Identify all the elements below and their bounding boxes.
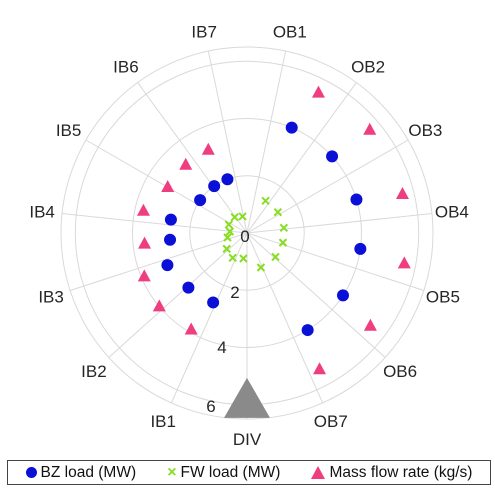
grid-spoke-8 <box>207 50 248 234</box>
series-1-point-4 <box>273 207 283 217</box>
series-2-point-13 <box>184 322 198 335</box>
grid-spoke-4 <box>246 213 433 234</box>
series-2-point-4 <box>363 122 377 135</box>
sector-label-ib6: IB6 <box>113 57 139 76</box>
series-1-point-7 <box>230 213 239 222</box>
series-0-point-13 <box>207 296 220 309</box>
series-1-point-12 <box>228 253 237 262</box>
series-2-point-2 <box>397 256 411 269</box>
series-2-point-1 <box>363 318 377 331</box>
legend-entry-bz: BZ load (MW) <box>25 463 137 482</box>
series-0-point-1 <box>336 289 349 302</box>
series-1-point-8 <box>224 220 234 229</box>
series-2-point-10 <box>138 236 152 249</box>
series-2-point-11 <box>137 269 151 282</box>
series-0-point-7 <box>208 180 221 193</box>
series-1-point-11 <box>222 244 231 254</box>
series-0-point-10 <box>164 233 177 246</box>
series-2-point-5 <box>311 85 325 98</box>
sector-label-ob4: OB4 <box>435 202 469 221</box>
legend-entry-fw: × FW load (MW) <box>167 464 280 482</box>
radial-tick-0: 0 <box>240 227 249 246</box>
series-1-point-1 <box>271 252 280 262</box>
series-1-point-5 <box>261 196 270 205</box>
series-1-point-0 <box>256 263 266 272</box>
legend-label-fw: FW load (MW) <box>180 463 281 481</box>
x-marker-icon: × <box>167 463 177 481</box>
series-0-point-9 <box>164 213 177 226</box>
sector-label-ob2: OB2 <box>351 57 385 76</box>
legend-label-bz: BZ load (MW) <box>40 463 137 481</box>
series-0-point-2 <box>354 242 367 255</box>
grid-spoke-1 <box>246 232 324 404</box>
series-1-point-6 <box>238 212 247 221</box>
series-0-point-8 <box>194 194 207 207</box>
series-1-point-3 <box>279 223 289 233</box>
sector-label-ob7: OB7 <box>314 412 348 431</box>
sector-label-ib7: IB7 <box>191 23 217 42</box>
series-0-point-12 <box>182 281 195 294</box>
legend-entry-mass-flow: Mass flow rate (kg/s) <box>311 464 472 482</box>
grid-spoke-14 <box>170 232 248 404</box>
grid-spoke-2 <box>246 232 386 358</box>
grid-spoke-3 <box>246 232 425 291</box>
grid-spoke-7 <box>246 50 287 234</box>
sector-label-ib4: IB4 <box>29 202 55 221</box>
series-1-point-13 <box>239 254 248 263</box>
grid-spoke-5 <box>246 139 409 234</box>
radial-tick-6: 6 <box>206 397 215 416</box>
radial-tick-2: 2 <box>230 283 239 302</box>
legend: BZ load (MW) × FW load (MW) Mass flow ra… <box>7 460 491 485</box>
sector-label-ib1: IB1 <box>150 412 176 431</box>
legend-label-mass-flow: Mass flow rate (kg/s) <box>329 463 473 481</box>
series-2-point-6 <box>201 142 215 155</box>
series-2-point-12 <box>152 299 166 312</box>
triangle-marker-icon <box>311 466 326 479</box>
series-1-point-9 <box>225 227 235 236</box>
sector-label-ob1: OB1 <box>273 23 307 42</box>
series-0-point-3 <box>350 193 363 206</box>
grid-spoke-11 <box>61 213 248 234</box>
sector-label-div: DIV <box>233 430 262 449</box>
series-0-point-11 <box>161 259 174 272</box>
series-2-point-0 <box>313 362 327 375</box>
radial-tick-4: 4 <box>217 338 226 357</box>
grid-spoke-12 <box>69 232 248 291</box>
series-0-point-4 <box>326 150 339 163</box>
series-1-point-2 <box>278 238 288 247</box>
grid-spoke-9 <box>137 82 248 234</box>
sector-label-ib3: IB3 <box>38 288 64 307</box>
series-0-point-5 <box>285 121 298 134</box>
series-2-point-3 <box>395 187 409 200</box>
sector-label-ib5: IB5 <box>56 121 82 140</box>
series-0-point-6 <box>221 173 234 186</box>
series-1-point-10 <box>223 233 232 242</box>
grid-spoke-6 <box>246 82 357 234</box>
sector-label-ob3: OB3 <box>408 121 442 140</box>
series-2-point-9 <box>136 203 150 216</box>
sector-label-ib2: IB2 <box>81 362 107 381</box>
polar-plot-area: DIV OB7 OB6 OB5 OB4 OB3 OB2 OB1 IB7 IB6 IB5 IB4 IB3 I… <box>29 23 469 449</box>
series-2-point-8 <box>161 180 175 193</box>
series-0-point-0 <box>301 324 314 337</box>
grid-spoke-13 <box>108 232 248 358</box>
sector-label-ob5: OB5 <box>426 288 460 307</box>
series-2-point-7 <box>179 157 193 170</box>
circle-marker-icon <box>25 467 37 478</box>
sector-label-ob6: OB6 <box>383 362 417 381</box>
div-marker-triangle <box>224 377 270 418</box>
